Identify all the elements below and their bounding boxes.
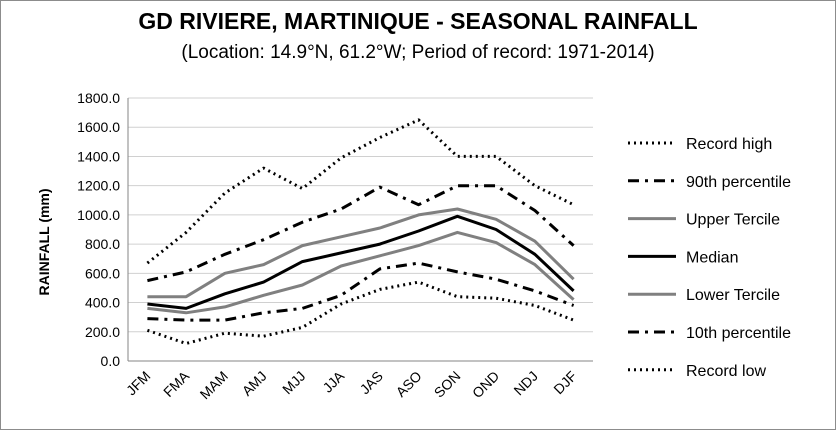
legend-label: Lower Tercile <box>686 287 780 304</box>
y-tick-label: 800.0 <box>85 236 120 252</box>
y-tick-label: 1600.0 <box>77 119 120 135</box>
chart-title: GD RIVIERE, MARTINIQUE - SEASONAL RAINFA… <box>138 8 698 34</box>
series-line <box>147 261 575 322</box>
x-tick-label: AMJ <box>239 368 270 399</box>
x-tick-label: FMA <box>160 367 193 400</box>
x-tick-label: JJA <box>319 367 347 395</box>
y-tick-label: 1000.0 <box>77 207 120 223</box>
x-tick-label: ASO <box>393 368 425 400</box>
series-line <box>147 184 575 283</box>
x-tick-label: SON <box>431 368 464 401</box>
x-tick-label: JFM <box>123 368 154 399</box>
series-line <box>147 214 575 310</box>
legend: Record high 90th percentile Upper Tercile M… <box>628 136 791 380</box>
y-tick-label: 1800.0 <box>77 90 120 106</box>
legend-label: Record low <box>686 363 766 380</box>
y-tick-label: 1400.0 <box>77 148 120 164</box>
y-axis-ticks: 0.0 200.0 400.0 600.0 800.0 1000.0 1200.0 1400.… <box>77 90 120 369</box>
legend-label: Record high <box>686 136 772 153</box>
x-tick-label: MJJ <box>279 368 308 397</box>
x-tick-label: JAS <box>357 368 386 397</box>
series-line <box>147 230 575 315</box>
legend-label: 90th percentile <box>686 174 791 191</box>
legend-label: 10th percentile <box>686 325 791 342</box>
y-tick-label: 600.0 <box>85 265 120 281</box>
series-line <box>147 207 575 299</box>
series-lines <box>146 118 575 345</box>
y-tick-label: 200.0 <box>85 324 120 340</box>
gridlines <box>127 97 593 362</box>
series-line <box>146 280 575 345</box>
y-tick-label: 0.0 <box>101 353 121 369</box>
legend-label: Upper Tercile <box>686 212 780 229</box>
series-line <box>146 118 575 265</box>
chart-subtitle: (Location: 14.9°N, 61.2°W; Period of rec… <box>181 42 655 63</box>
x-tick-label: DJF <box>550 368 579 397</box>
x-tick-label: MAM <box>197 368 231 402</box>
y-tick-label: 400.0 <box>85 295 120 311</box>
y-tick-label: 1200.0 <box>77 178 120 194</box>
y-axis-label: RAINFALL (mm) <box>36 188 52 295</box>
legend-label: Median <box>686 249 738 266</box>
x-tick-label: NDJ <box>510 368 541 399</box>
x-tick-label: OND <box>469 368 502 401</box>
x-axis-ticks: JFM FMA MAM AMJ MJJ JJA JAS ASO SON OND NDJ DJF <box>123 367 580 402</box>
